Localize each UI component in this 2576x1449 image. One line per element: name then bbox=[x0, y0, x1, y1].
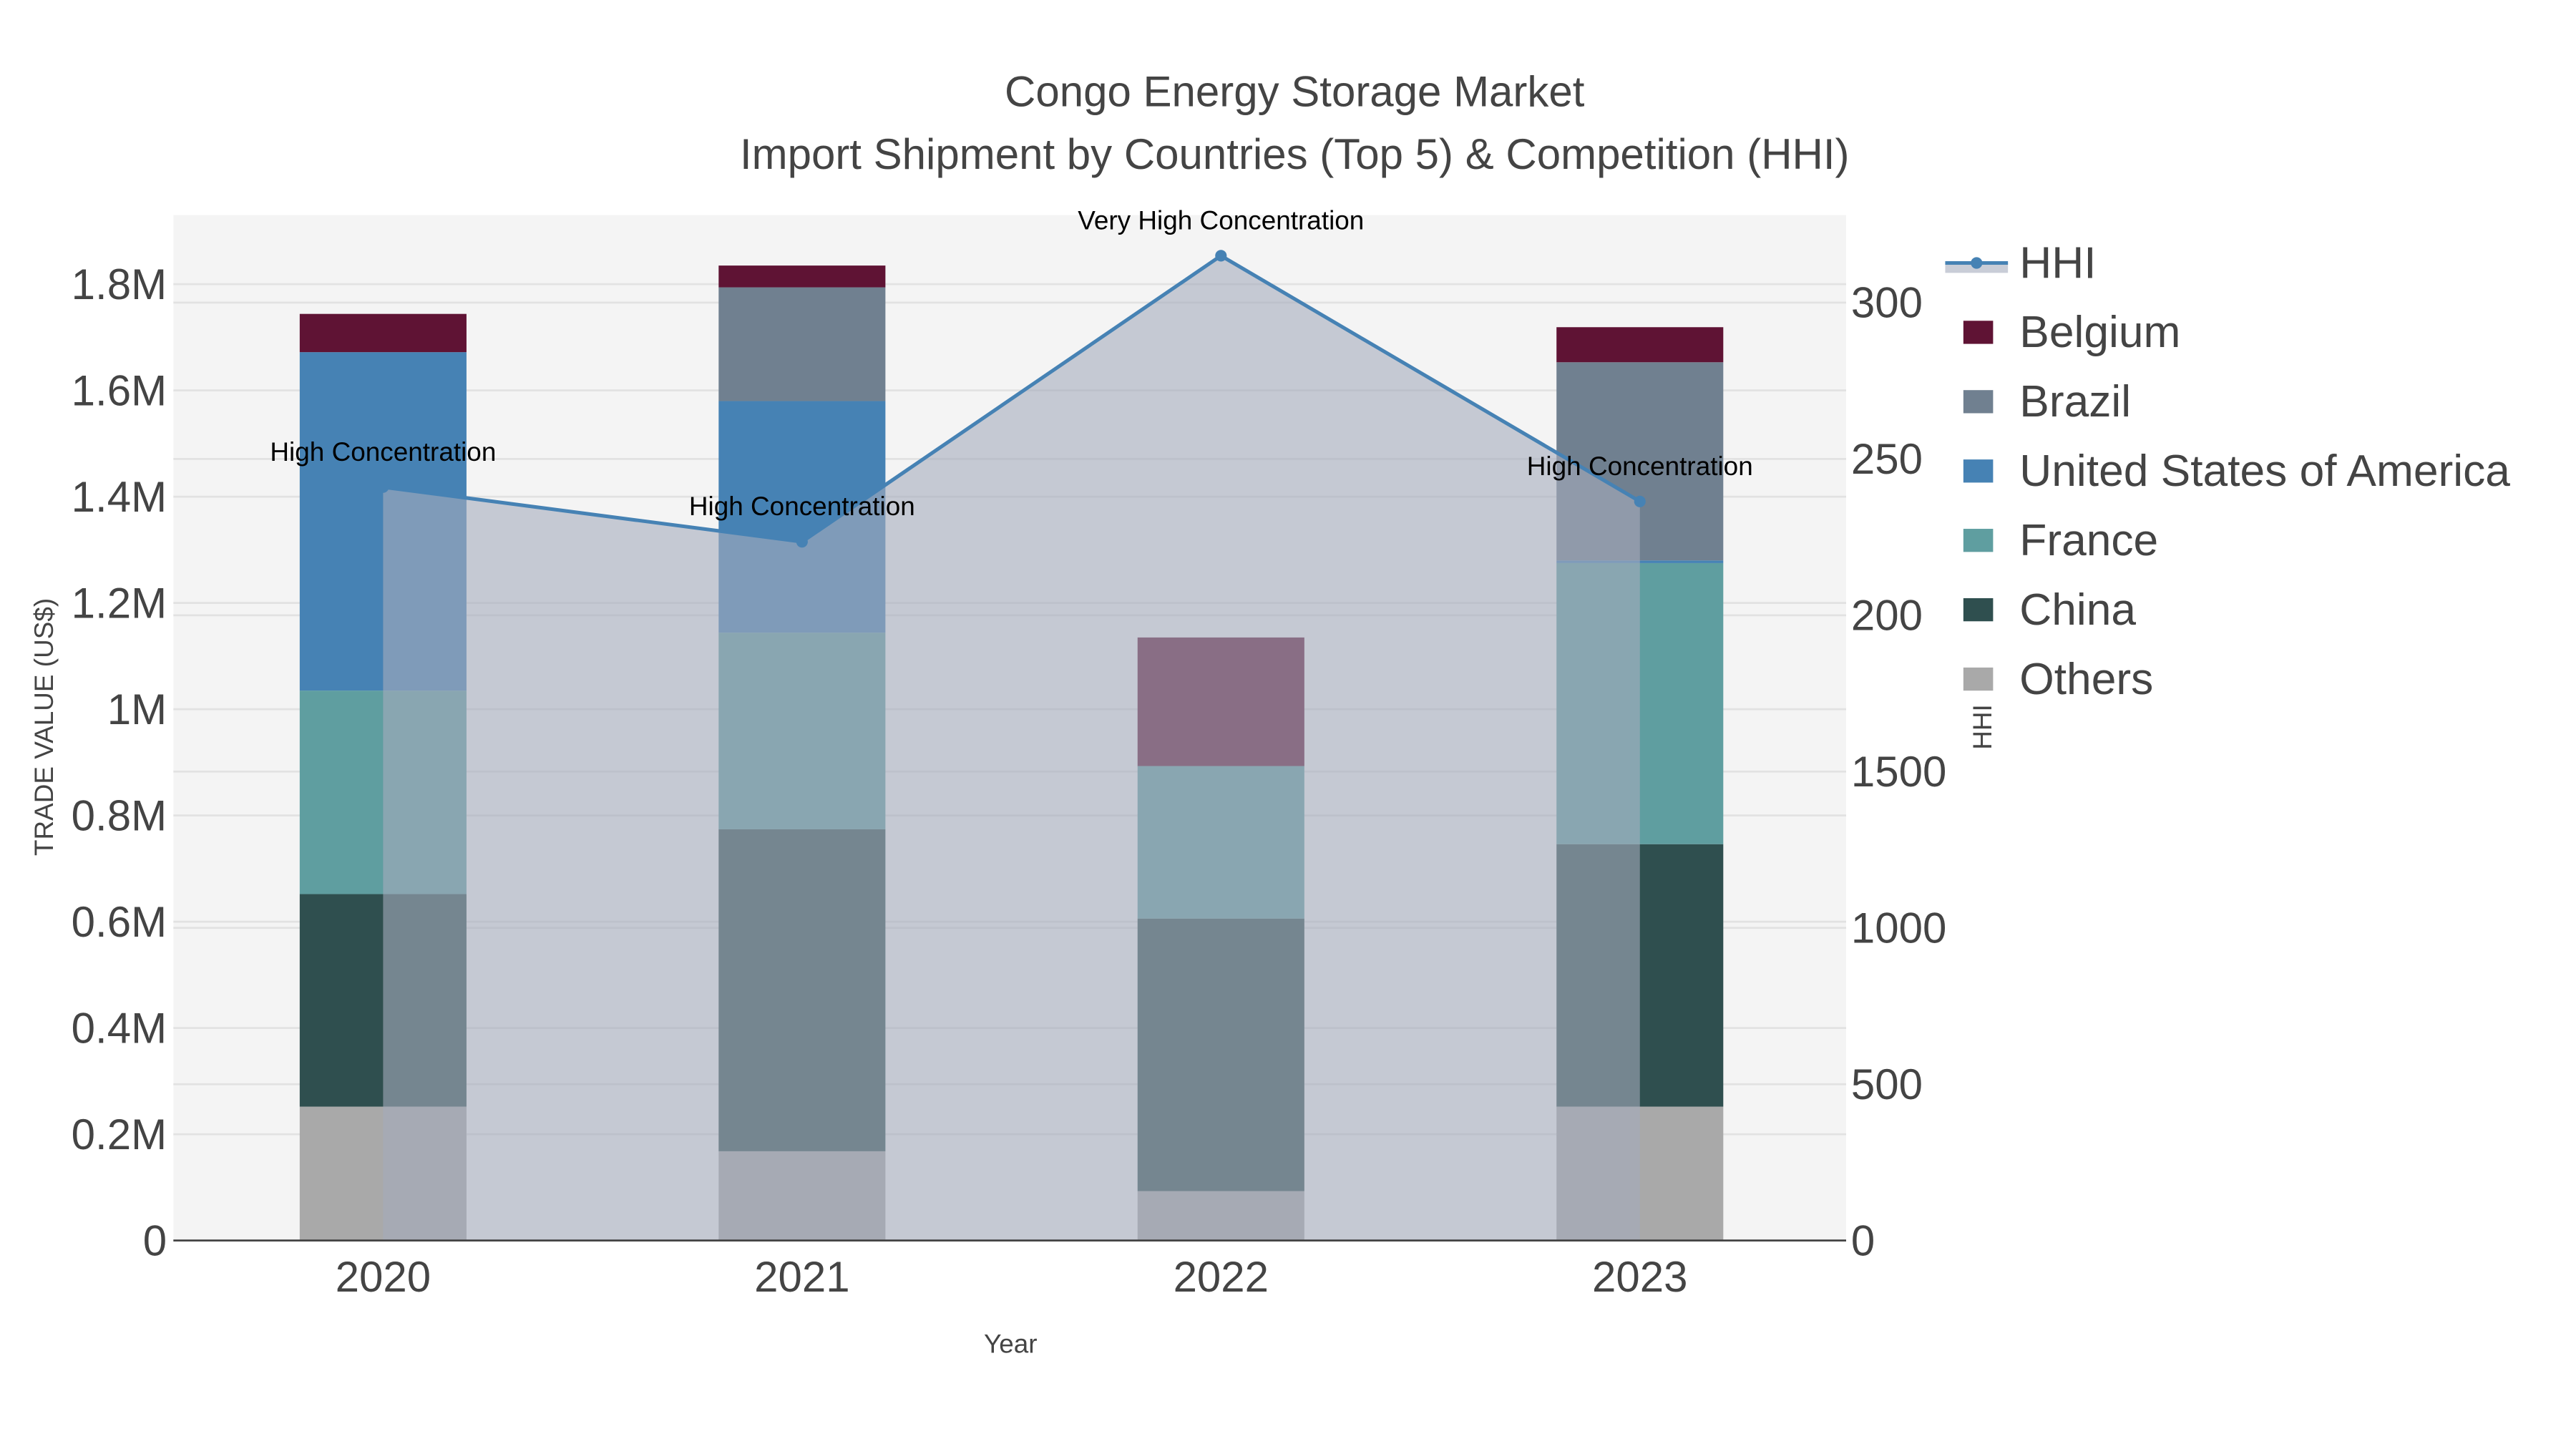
y2-tick-label: 300 bbox=[1851, 279, 1923, 327]
bar-belgium-2020[interactable] bbox=[299, 313, 467, 353]
hhi-annotation: High Concentration bbox=[689, 492, 915, 521]
legend-item-belgium[interactable]: Belgium bbox=[1963, 308, 2181, 357]
bar-brazil-2021[interactable] bbox=[718, 287, 886, 401]
y-tick-label: 0.4M bbox=[72, 1004, 167, 1052]
y-tick-label: 1.2M bbox=[72, 579, 167, 627]
y2-tick-label: 1500 bbox=[1851, 748, 1946, 796]
hhi-point[interactable] bbox=[796, 536, 808, 548]
legend-swatch bbox=[1963, 597, 1994, 622]
legend-label: Brazil bbox=[2019, 377, 2131, 426]
legend-swatch bbox=[1963, 390, 1994, 414]
y-axis-title: TRADE VALUE (US$) bbox=[29, 598, 59, 856]
hhi-annotation: High Concentration bbox=[270, 437, 496, 467]
hhi-annotation: Very High Concentration bbox=[1078, 205, 1364, 235]
y-tick-label: 1M bbox=[107, 686, 167, 733]
bar-belgium-2023[interactable] bbox=[1556, 327, 1724, 363]
legend-item-brazil[interactable]: Brazil bbox=[1963, 377, 2131, 426]
y2-tick-label: 1000 bbox=[1851, 904, 1946, 952]
hhi-area bbox=[383, 255, 1640, 1241]
legend-item-china[interactable]: China bbox=[1963, 585, 2137, 635]
x-tick-label: 2022 bbox=[1174, 1253, 1269, 1301]
legend-label: China bbox=[2019, 585, 2136, 635]
legend-label: United States of America bbox=[2019, 447, 2510, 496]
legend-label: Others bbox=[2019, 655, 2153, 704]
hhi-point[interactable] bbox=[377, 481, 389, 493]
y-tick-label: 0.8M bbox=[72, 791, 167, 839]
chart-title: Congo Energy Storage Market bbox=[1005, 67, 1585, 115]
y-tick-label: 0.2M bbox=[72, 1111, 167, 1158]
y2-axis-title: HHI bbox=[1968, 704, 1997, 750]
legend-marker bbox=[1971, 257, 1983, 269]
x-tick-label: 2021 bbox=[754, 1253, 849, 1301]
hhi-point[interactable] bbox=[1634, 495, 1646, 507]
y-tick-label: 0.6M bbox=[72, 898, 167, 946]
legend-label: Belgium bbox=[2019, 308, 2180, 357]
legend-label: France bbox=[2019, 516, 2158, 565]
hhi-point[interactable] bbox=[1215, 250, 1227, 262]
hhi-line[interactable] bbox=[383, 253, 1641, 544]
legend-swatch bbox=[1963, 321, 1994, 344]
legend-swatch bbox=[1963, 667, 1994, 691]
y2-tick-label: 200 bbox=[1851, 592, 1923, 640]
legend-swatch bbox=[1963, 529, 1994, 552]
y-tick-label: 1.4M bbox=[72, 473, 167, 521]
legend-swatch bbox=[1963, 459, 1994, 483]
legend-item-hhi[interactable]: HHI bbox=[1945, 238, 2097, 288]
legend-item-france[interactable]: France bbox=[1963, 516, 2158, 565]
legend-item-united-states-of-america[interactable]: United States of America bbox=[1963, 447, 2510, 496]
y-tick-label: 1.8M bbox=[72, 260, 167, 308]
x-axis-title: Year bbox=[984, 1330, 1038, 1359]
x-tick-label: 2023 bbox=[1592, 1253, 1687, 1301]
y2-tick-label: 0 bbox=[1851, 1216, 1875, 1264]
y2-tick-label: 500 bbox=[1851, 1060, 1923, 1108]
legend-label: HHI bbox=[2019, 238, 2096, 288]
legend-item-others[interactable]: Others bbox=[1963, 655, 2153, 704]
y2-tick-label: 250 bbox=[1851, 435, 1923, 483]
y-tick-label: 0 bbox=[143, 1216, 167, 1264]
chart-subtitle: Import Shipment by Countries (Top 5) & C… bbox=[740, 130, 1850, 178]
bar-belgium-2021[interactable] bbox=[718, 265, 886, 288]
hhi-annotation: High Concentration bbox=[1527, 452, 1753, 481]
x-tick-label: 2020 bbox=[336, 1253, 431, 1301]
y-tick-label: 1.6M bbox=[72, 366, 167, 414]
